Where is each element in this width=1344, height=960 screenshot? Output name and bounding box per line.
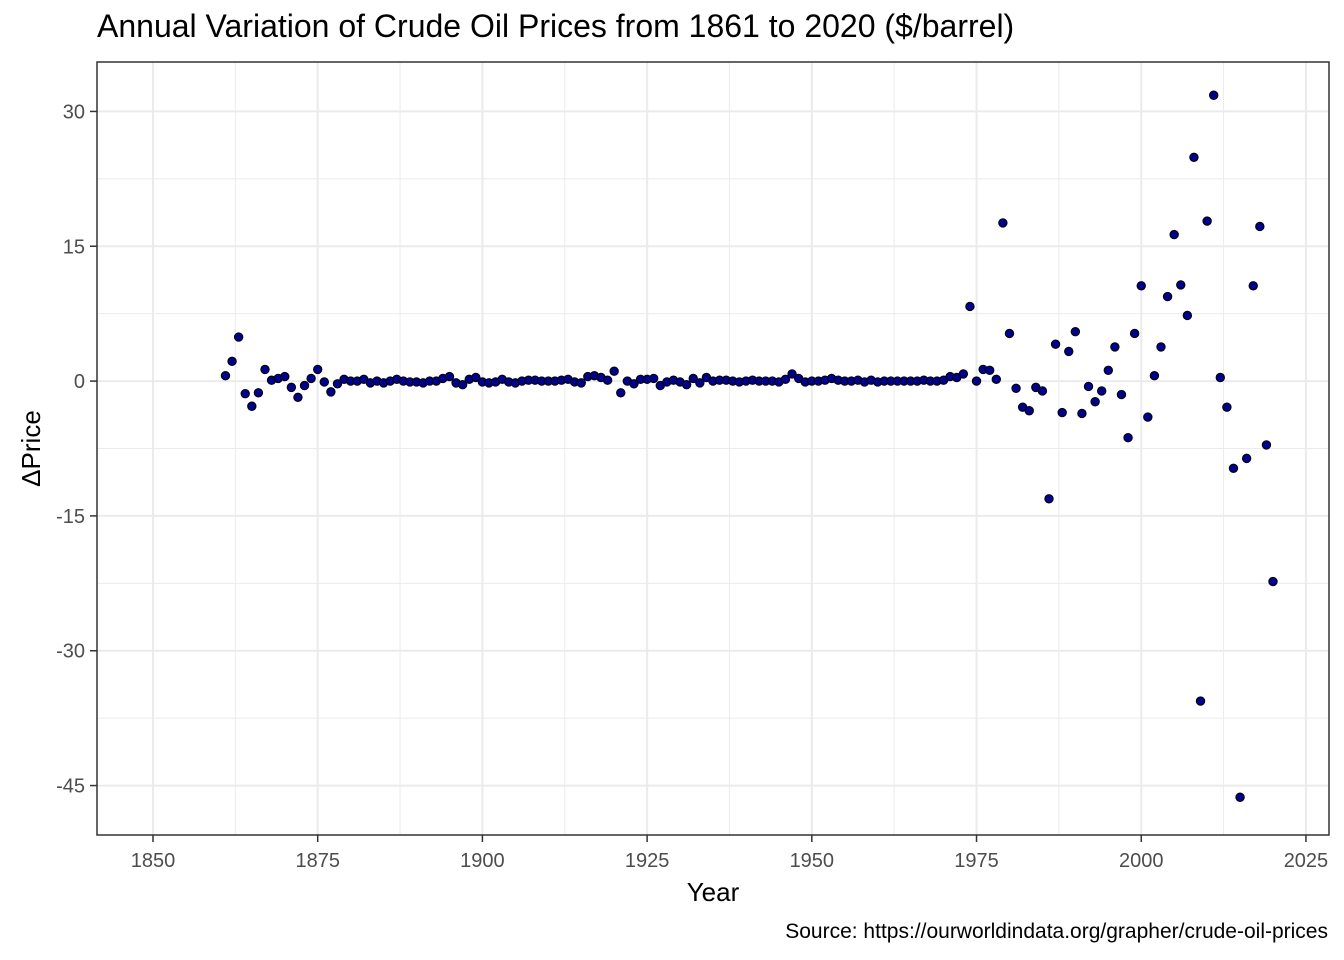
data-point bbox=[1235, 792, 1245, 802]
data-point bbox=[1024, 406, 1034, 416]
data-point bbox=[1129, 328, 1140, 339]
data-point bbox=[1182, 310, 1193, 321]
y-tick-label: -30 bbox=[56, 641, 85, 663]
data-point bbox=[313, 364, 323, 375]
grid-lines bbox=[97, 62, 1329, 835]
data-point bbox=[332, 379, 343, 389]
data-point bbox=[688, 373, 698, 384]
data-point bbox=[1037, 386, 1048, 396]
data-point bbox=[1156, 342, 1166, 352]
data-point bbox=[1195, 696, 1206, 706]
data-point bbox=[1189, 152, 1199, 162]
data-point bbox=[1110, 342, 1120, 352]
x-tick-label: 1875 bbox=[295, 850, 340, 872]
data-point bbox=[649, 373, 659, 384]
data-point bbox=[457, 379, 468, 390]
data-point bbox=[1116, 389, 1127, 400]
data-point bbox=[965, 301, 975, 312]
data-point bbox=[1241, 453, 1252, 464]
data-point bbox=[1050, 339, 1061, 349]
data-point bbox=[1143, 412, 1153, 422]
data-point bbox=[780, 374, 791, 384]
data-point bbox=[293, 392, 303, 402]
x-tick-label: 2025 bbox=[1284, 850, 1329, 872]
data-point bbox=[1123, 433, 1133, 443]
data-point bbox=[1255, 221, 1265, 232]
data-point bbox=[1215, 372, 1225, 383]
data-point bbox=[220, 370, 231, 381]
chart-title: Annual Variation of Crude Oil Prices fro… bbox=[97, 8, 1015, 44]
data-point bbox=[1077, 408, 1087, 419]
data-point bbox=[681, 379, 692, 390]
y-tick-label: -45 bbox=[56, 776, 85, 798]
data-point bbox=[319, 377, 329, 387]
data-point bbox=[1162, 291, 1173, 302]
data-point bbox=[1209, 90, 1219, 100]
data-point bbox=[444, 371, 455, 382]
data-point bbox=[471, 372, 481, 383]
data-point bbox=[227, 356, 237, 367]
data-point bbox=[1083, 381, 1094, 392]
data-point bbox=[1248, 281, 1258, 291]
x-axis-title: Year bbox=[687, 877, 740, 907]
data-point bbox=[1090, 397, 1100, 407]
data-point bbox=[1268, 576, 1278, 587]
data-point bbox=[695, 378, 705, 388]
data-point bbox=[576, 378, 586, 388]
data-point bbox=[985, 365, 995, 376]
y-axis: 30 15 0 -15 -30 -45 bbox=[56, 101, 97, 798]
data-point bbox=[616, 388, 626, 398]
x-tick-label: 1850 bbox=[131, 850, 176, 872]
data-point bbox=[1222, 402, 1232, 412]
x-axis: 1850 1875 1900 1925 1950 1975 2000 2025 bbox=[131, 835, 1328, 872]
data-points bbox=[220, 90, 1278, 802]
data-point bbox=[1011, 383, 1021, 393]
data-point bbox=[602, 375, 613, 385]
x-tick-label: 1975 bbox=[954, 850, 999, 872]
data-point bbox=[253, 388, 264, 398]
data-point bbox=[233, 332, 244, 342]
data-point bbox=[1070, 326, 1081, 337]
plot-panel-border bbox=[96, 61, 1330, 836]
data-point bbox=[787, 369, 797, 379]
chart-caption: Source: https://ourworldindata.org/graph… bbox=[785, 920, 1328, 943]
y-tick-label: -15 bbox=[56, 506, 85, 528]
data-point bbox=[326, 387, 336, 397]
data-point bbox=[1136, 281, 1146, 291]
x-tick-label: 1950 bbox=[790, 850, 835, 872]
x-tick-label: 1925 bbox=[625, 850, 670, 872]
data-point bbox=[1202, 216, 1212, 226]
data-point bbox=[1064, 346, 1074, 357]
data-point bbox=[609, 366, 619, 376]
y-axis-title: ΔPrice bbox=[16, 410, 46, 487]
data-point bbox=[280, 371, 290, 382]
data-point bbox=[1103, 365, 1113, 376]
data-point bbox=[247, 401, 257, 411]
data-point bbox=[991, 374, 1001, 384]
y-tick-label: 30 bbox=[63, 101, 85, 123]
data-point bbox=[240, 388, 250, 399]
data-point bbox=[299, 380, 310, 391]
data-point bbox=[1261, 440, 1272, 450]
data-point bbox=[1004, 328, 1015, 339]
y-tick-label: 0 bbox=[74, 371, 85, 393]
data-point bbox=[629, 379, 639, 389]
data-point bbox=[306, 373, 316, 384]
data-point bbox=[1044, 494, 1054, 504]
data-point bbox=[1228, 463, 1239, 473]
y-tick-label: 15 bbox=[63, 236, 85, 258]
data-point bbox=[1169, 229, 1179, 240]
data-point bbox=[958, 369, 969, 379]
data-point bbox=[1057, 407, 1067, 418]
data-point bbox=[1149, 370, 1160, 381]
x-tick-label: 2000 bbox=[1119, 850, 1164, 872]
data-point bbox=[286, 382, 297, 393]
x-tick-label: 1900 bbox=[460, 850, 505, 872]
data-point bbox=[971, 376, 982, 386]
data-point bbox=[998, 218, 1008, 228]
data-point bbox=[260, 364, 270, 375]
data-point bbox=[1097, 386, 1107, 396]
data-point bbox=[1176, 280, 1186, 290]
